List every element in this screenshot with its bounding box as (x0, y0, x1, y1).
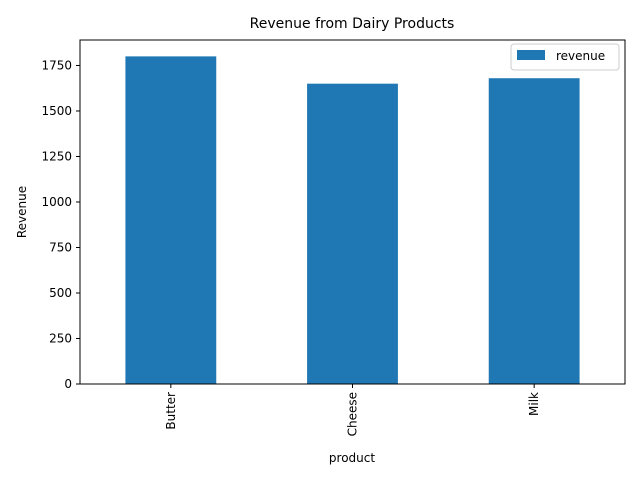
bar-cheese (307, 83, 398, 384)
y-tick-label: 250 (49, 331, 72, 345)
bar-milk (488, 78, 580, 384)
x-tick-label: Butter (164, 392, 178, 430)
y-tick-label: 1000 (41, 195, 72, 209)
y-tick-label: 500 (49, 286, 72, 300)
y-tick-label: 750 (49, 240, 72, 254)
legend: revenue (510, 43, 620, 71)
y-axis-label: Revenue (15, 186, 29, 238)
legend-label-revenue: revenue (556, 49, 605, 63)
y-tick-label: 1500 (41, 104, 72, 118)
y-tick-label: 1250 (41, 149, 72, 163)
x-tick-label: Milk (527, 392, 541, 416)
y-tick-label: 0 (64, 377, 72, 391)
bar-butter (125, 56, 217, 384)
legend-swatch-revenue (517, 50, 545, 60)
y-tick-label: 1750 (41, 58, 72, 72)
x-tick-label: Cheese (346, 392, 360, 436)
chart-title: Revenue from Dairy Products (250, 16, 455, 32)
x-axis: Butter Cheese Milk (164, 384, 541, 436)
bars-group (125, 56, 580, 384)
y-axis: 0 250 500 750 1000 1250 1500 1750 (41, 58, 80, 391)
x-axis-label: product (329, 451, 375, 465)
plot-frame (79, 39, 626, 385)
